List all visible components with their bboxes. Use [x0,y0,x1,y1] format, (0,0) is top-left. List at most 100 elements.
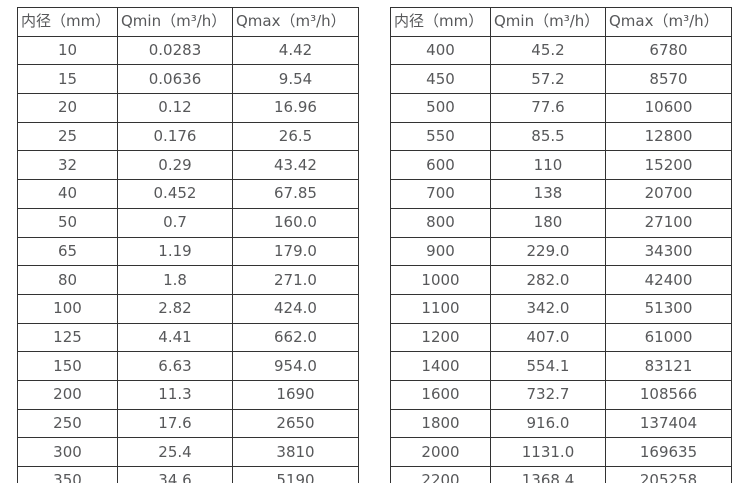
table-row: 150 6.63 954.0 [17,351,359,381]
table-row: 550 85.5 12800 [390,121,732,152]
table-cell: 61000 [605,322,732,353]
table-cell: 1000 [390,265,491,295]
table-cell: 2650 [232,408,359,439]
table-cell: 700 [390,179,491,209]
table-cell: 6.63 [117,351,233,381]
table-cell: 20 [17,93,118,123]
table-cell: 1400 [390,351,491,381]
table-row: 10 0.0283 4.42 [17,35,359,66]
table-cell: 1.19 [117,236,233,267]
table-row: 100 2.82 424.0 [17,293,359,324]
table-cell: 5190 [232,466,359,483]
table-row: 800 180 27100 [390,207,732,238]
table-cell: 17.6 [117,408,233,439]
table-row: 500 77.6 10600 [390,93,732,123]
table-cell: 2000 [390,437,491,467]
table-row: 2000 1131.0 169635 [390,437,732,467]
column-header: 内径（mm） [17,7,118,37]
table-cell: 34300 [605,236,732,267]
table-cell: 282.0 [490,265,606,295]
table-row: 700 138 20700 [390,179,732,209]
header-row: 内径（mm） Qmin（m³/h） Qmax（m³/h） [17,7,359,37]
table-cell: 1368.4 [490,466,606,483]
table-cell: 1690 [232,379,359,410]
table-row: 20 0.12 16.96 [17,93,359,123]
table-cell: 0.12 [117,93,233,123]
table-cell: 9.54 [232,64,359,95]
table-cell: 954.0 [232,351,359,381]
table-cell: 85.5 [490,121,606,152]
table-row: 450 57.2 8570 [390,64,732,95]
table-cell: 2.82 [117,293,233,324]
table-row: 2200 1368.4 205258 [390,466,732,483]
table-cell: 400 [390,35,491,66]
table-cell: 11.3 [117,379,233,410]
table-row: 200 11.3 1690 [17,379,359,410]
table-cell: 110 [490,150,606,181]
table-cell: 1131.0 [490,437,606,467]
table-cell: 271.0 [232,265,359,295]
column-header: Qmax（m³/h） [605,7,732,37]
table-cell: 150 [17,351,118,381]
table-row: 250 17.6 2650 [17,408,359,439]
table-row: 1200 407.0 61000 [390,322,732,353]
header-row: 内径（mm） Qmin（m³/h） Qmax（m³/h） [390,7,732,37]
table-cell: 662.0 [232,322,359,353]
table-cell: 2200 [390,466,491,483]
table-cell: 250 [17,408,118,439]
table-cell: 67.85 [232,179,359,209]
table-cell: 200 [17,379,118,410]
table-cell: 3810 [232,437,359,467]
table-cell: 57.2 [490,64,606,95]
table-cell: 205258 [605,466,732,483]
table-cell: 10 [17,35,118,66]
column-header: Qmin（m³/h） [490,7,606,37]
table-cell: 4.42 [232,35,359,66]
table-cell: 65 [17,236,118,267]
table-cell: 600 [390,150,491,181]
table-row: 40 0.452 67.85 [17,179,359,209]
table-row: 25 0.176 26.5 [17,121,359,152]
table-cell: 12800 [605,121,732,152]
table-cell: 916.0 [490,408,606,439]
table-cell: 4.41 [117,322,233,353]
table-row: 400 45.2 6780 [390,35,732,66]
table-cell: 15200 [605,150,732,181]
table-cell: 424.0 [232,293,359,324]
table-cell: 0.0636 [117,64,233,95]
table-row: 65 1.19 179.0 [17,236,359,267]
table-cell: 34.6 [117,466,233,483]
table-row: 1000 282.0 42400 [390,265,732,295]
table-cell: 25.4 [117,437,233,467]
table-cell: 50 [17,207,118,238]
column-header: 内径（mm） [390,7,491,37]
table-cell: 732.7 [490,379,606,410]
table-cell: 20700 [605,179,732,209]
table-cell: 407.0 [490,322,606,353]
table-cell: 6780 [605,35,732,66]
table-cell: 40 [17,179,118,209]
table-cell: 32 [17,150,118,181]
table-row: 900 229.0 34300 [390,236,732,267]
table-cell: 1200 [390,322,491,353]
table-cell: 1600 [390,379,491,410]
table-cell: 43.42 [232,150,359,181]
table-cell: 350 [17,466,118,483]
table-cell: 10600 [605,93,732,123]
table-cell: 800 [390,207,491,238]
table-cell: 42400 [605,265,732,295]
table-cell: 300 [17,437,118,467]
table-cell: 15 [17,64,118,95]
table-cell: 554.1 [490,351,606,381]
table-cell: 80 [17,265,118,295]
table-cell: 108566 [605,379,732,410]
table-cell: 169635 [605,437,732,467]
table-cell: 229.0 [490,236,606,267]
table-row: 125 4.41 662.0 [17,322,359,353]
table-row: 15 0.0636 9.54 [17,64,359,95]
table-cell: 16.96 [232,93,359,123]
table-cell: 0.29 [117,150,233,181]
column-header: Qmax（m³/h） [232,7,359,37]
table-row: 350 34.6 5190 [17,466,359,483]
